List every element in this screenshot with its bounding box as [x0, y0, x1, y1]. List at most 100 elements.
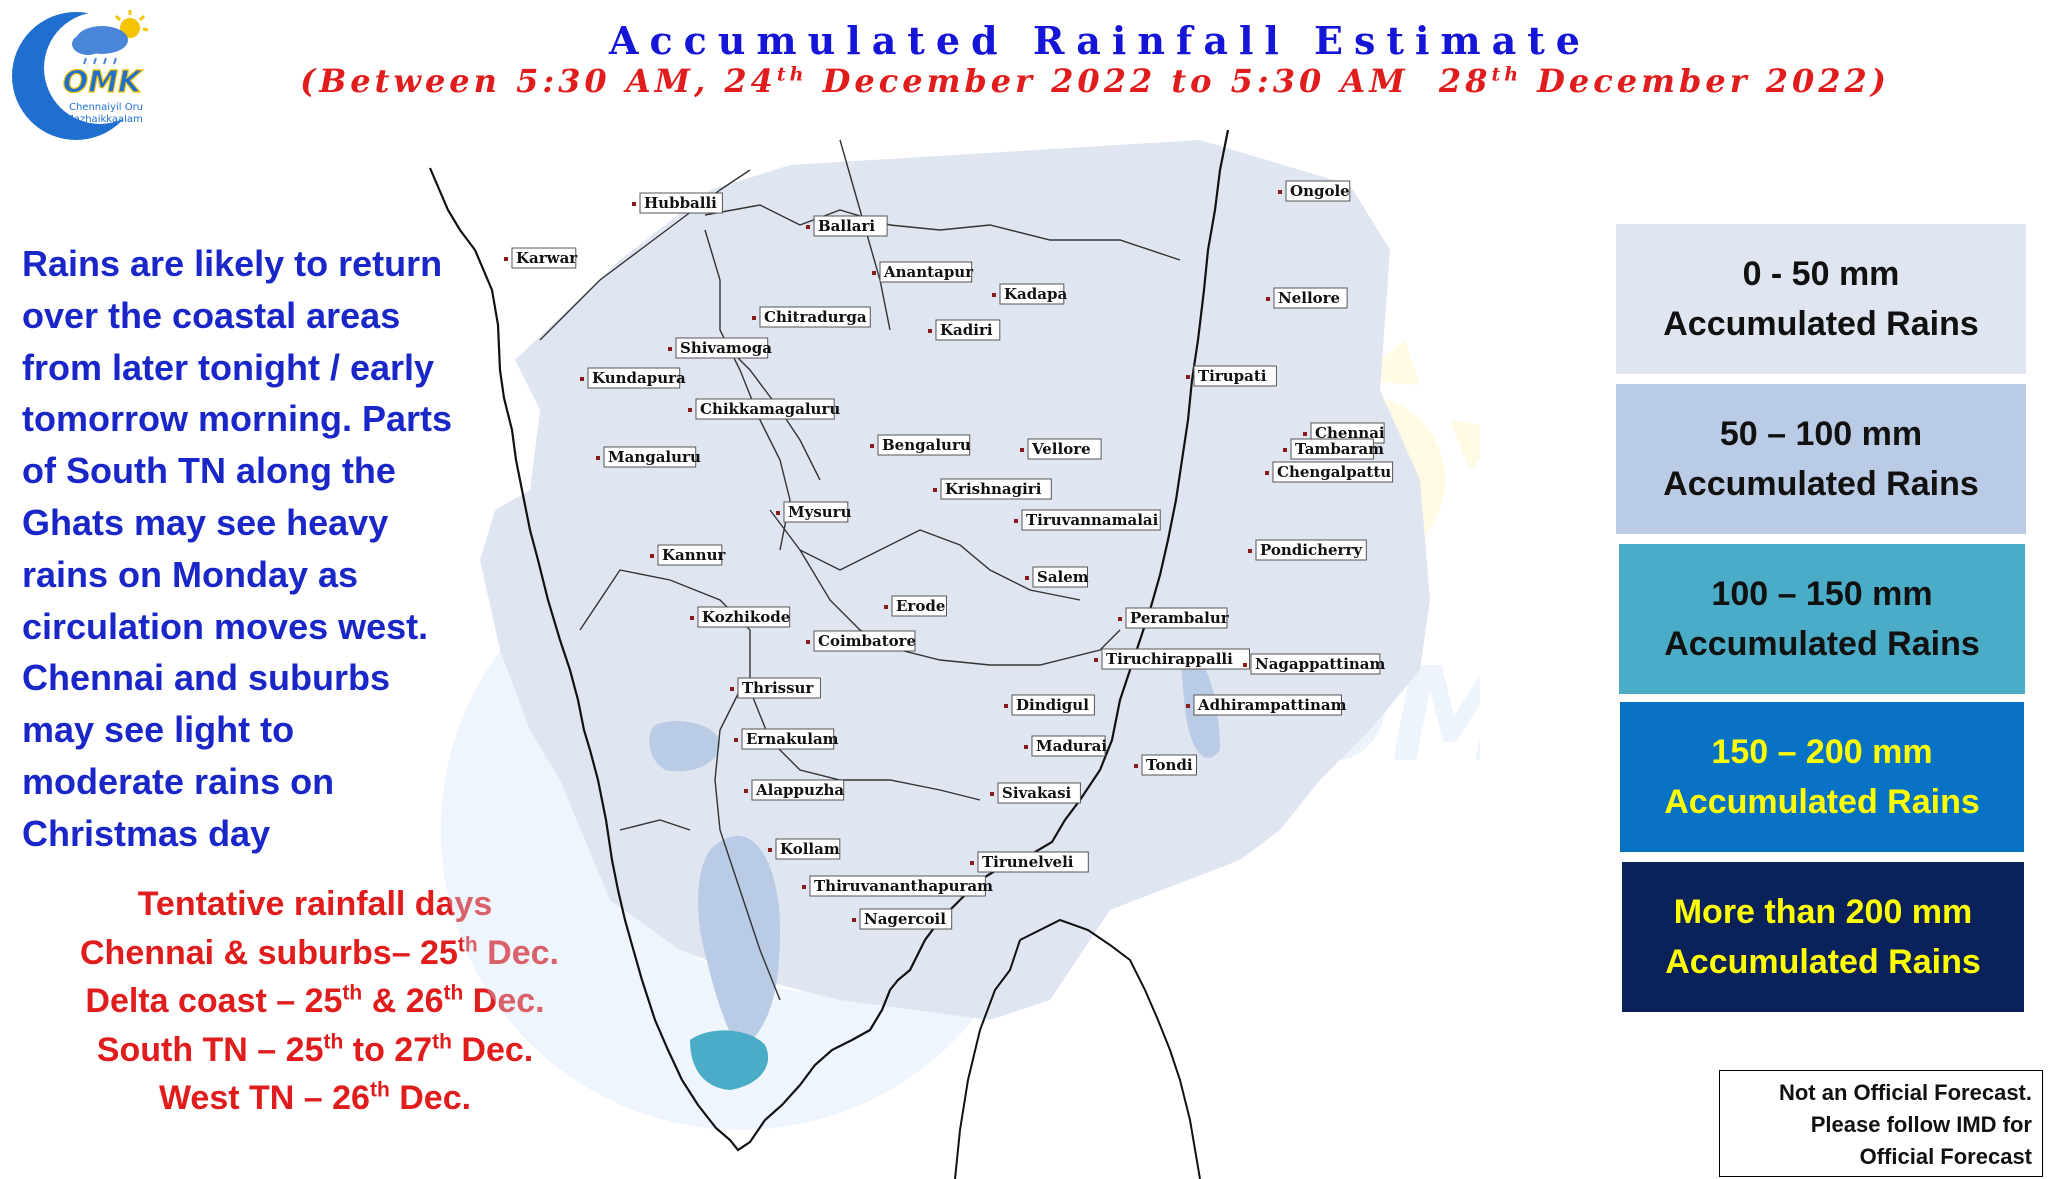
city-marker — [1303, 432, 1307, 436]
zone-100-150-mm — [690, 1030, 769, 1090]
city-label-box — [813, 215, 888, 237]
city-marker — [776, 511, 780, 515]
sri-lanka-coast — [954, 918, 1201, 1179]
city-label: Erode — [896, 597, 945, 615]
rivers-and-borders — [539, 139, 1181, 1001]
city-label: Tiruvannamalai — [1026, 511, 1159, 529]
city-label-box — [1101, 648, 1250, 670]
city-marker — [1186, 704, 1190, 708]
city-marker — [596, 456, 600, 460]
zone-50-100-mm-west — [649, 721, 720, 772]
city-coimbatore: Coimbatore — [806, 630, 916, 652]
message-line: Ghats may see heavy — [22, 501, 389, 543]
city-marker — [852, 918, 856, 922]
city-label: Nagercoil — [864, 910, 946, 928]
legend-range: 100 – 150 mm — [1711, 575, 1933, 613]
city-chennai: Chennai — [1303, 422, 1385, 444]
city-label-box — [1125, 607, 1228, 629]
city-label: Thrissur — [742, 679, 814, 697]
city-label-box — [697, 606, 791, 628]
city-ernakulam: Ernakulam — [734, 728, 839, 750]
city-label: Kollam — [780, 840, 840, 858]
coastline — [428, 130, 1230, 1152]
legend-range: More than 200 mm — [1673, 893, 1973, 931]
city-marker — [806, 225, 810, 229]
city-label: Kundapura — [592, 369, 686, 387]
city-label: Thiruvananthapuram — [814, 877, 993, 895]
city-label-box — [783, 501, 849, 523]
city-marker — [768, 848, 772, 852]
city-label: Sivakasi — [1002, 784, 1072, 802]
city-marker — [668, 347, 672, 351]
city-marker — [1266, 297, 1270, 301]
city-ongole: Ongole — [1278, 180, 1351, 202]
city-label: Perambalur — [1130, 609, 1230, 627]
city-marker — [650, 554, 654, 558]
city-marker — [744, 789, 748, 793]
city-label: Chitradurga — [764, 308, 867, 326]
message-line: over the coastal areas — [22, 294, 401, 336]
city-marker — [1278, 190, 1282, 194]
message-line: rains on Monday as — [22, 553, 359, 595]
city-label: Madurai — [1036, 737, 1107, 755]
city-label: Tirunelveli — [982, 853, 1074, 871]
city-tondi: Tondi — [1134, 754, 1197, 776]
city-kundapura: Kundapura — [580, 367, 686, 389]
city-marker — [872, 271, 876, 275]
city-label-box — [1193, 365, 1277, 387]
rainfall-day-line: South TN – 25th to 27th Dec. — [96, 1030, 534, 1069]
city-label-box — [940, 478, 1052, 500]
city-marker — [928, 329, 932, 333]
city-tiruvannamalai: Tiruvannamalai — [1014, 509, 1161, 531]
city-label: Tambaram — [1295, 440, 1384, 458]
city-shivamoga: Shivamoga — [668, 337, 772, 359]
subtitle-sup-1: th — [776, 63, 808, 86]
legend-item: 50 – 100 mm Accumulated Rains — [1616, 384, 2026, 534]
disclaimer-line: Please follow IMD for — [1810, 1112, 2032, 1137]
city-label-box — [587, 367, 681, 389]
city-marker — [1283, 448, 1287, 452]
city-marker — [1118, 617, 1122, 621]
city-label: Shivamoga — [680, 339, 772, 357]
page-subtitle: (Between 5:30 AM, 24th December 2022 to … — [270, 62, 1920, 100]
city-marker — [730, 687, 734, 691]
city-label-box — [1193, 694, 1342, 716]
message-line: Chennai and suburbs — [22, 657, 391, 699]
city-salem: Salem — [1025, 566, 1089, 588]
city-marker — [690, 616, 694, 620]
city-nagappattinam: Nagappattinam — [1243, 653, 1386, 675]
city-label-box — [1027, 438, 1102, 460]
city-label: Coimbatore — [818, 632, 916, 650]
zone-50-100-mm-south — [698, 835, 780, 1050]
city-hubballi: Hubballi — [632, 192, 723, 214]
city-label: Mysuru — [788, 503, 852, 521]
city-tirunelveli: Tirunelveli — [970, 851, 1089, 873]
city-tambaram: Tambaram — [1283, 438, 1384, 460]
disclaimer-box: Not an Official Forecast. Please follow I… — [1719, 1070, 2043, 1177]
message-line: tomorrow morning. Parts — [22, 398, 453, 440]
city-nagercoil: Nagercoil — [852, 908, 953, 930]
city-dindigul: Dindigul — [1004, 694, 1095, 716]
tentative-rainfall-days: Tentative rainfall days Chennai & suburb… — [80, 880, 559, 1123]
subtitle-middle: December 2022 to 5:30 AM 28 — [807, 62, 1492, 100]
city-vellore: Vellore — [1020, 438, 1102, 460]
city-marker — [884, 605, 888, 609]
city-marker — [632, 202, 636, 206]
city-label-box — [1250, 653, 1381, 675]
city-label: Kozhikode — [702, 608, 790, 626]
city-label-box — [657, 544, 723, 566]
city-tirupati: Tirupati — [1186, 365, 1277, 387]
city-kollam: Kollam — [768, 838, 841, 860]
city-label: Tirupati — [1198, 367, 1267, 385]
logo-letters: OMK — [63, 65, 144, 100]
city-marker — [1248, 549, 1252, 553]
city-ballari: Ballari — [806, 215, 888, 237]
city-marker — [1094, 658, 1098, 662]
city-label: Hubballi — [644, 194, 717, 212]
city-label-box — [1290, 438, 1374, 460]
city-alappuzha: Alappuzha — [744, 779, 844, 801]
city-marker — [1186, 375, 1190, 379]
city-label-box — [879, 261, 973, 283]
message-line: circulation moves west. — [22, 605, 429, 647]
city-label-box — [737, 677, 821, 699]
